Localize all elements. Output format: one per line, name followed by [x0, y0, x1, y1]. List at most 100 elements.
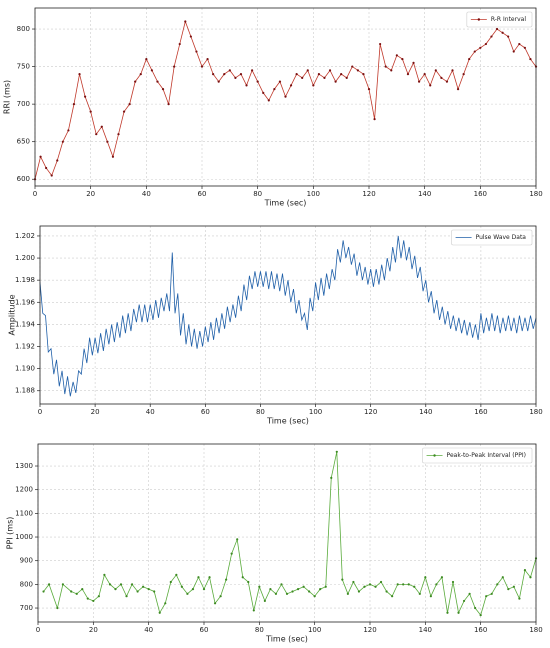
y-tick-label: 700 [17, 100, 30, 108]
data-point [323, 76, 326, 79]
x-axis-label: Time (sec) [266, 417, 309, 426]
legend-frame [422, 447, 533, 464]
x-tick-label: 160 [474, 190, 487, 198]
data-point [518, 42, 521, 46]
data-point [241, 576, 244, 579]
x-tick-label: 0 [36, 626, 40, 634]
data-point [446, 611, 449, 614]
plot-area [38, 444, 536, 622]
axes-frame [37, 443, 537, 623]
y-tick-label: 1.202 [15, 232, 35, 240]
x-tick-label: 180 [529, 408, 542, 416]
y-tick-label: 1.188 [15, 387, 35, 395]
x-axis-label: Time (sec) [265, 635, 308, 644]
axes-frame [39, 225, 537, 405]
data-point [490, 592, 493, 595]
data-point [402, 583, 405, 586]
data-point [89, 110, 92, 113]
data-point [145, 57, 148, 61]
data-point [128, 103, 131, 106]
legend-frame [451, 229, 533, 246]
data-point [178, 42, 181, 46]
data-point [234, 76, 237, 79]
data-point [50, 174, 53, 177]
data-point [208, 576, 211, 579]
data-point [213, 602, 217, 605]
y-tick-label: 1.192 [15, 343, 35, 351]
legend-label: R-R Interval [491, 16, 526, 23]
data-point [75, 592, 78, 595]
data-point [529, 576, 532, 579]
x-tick-label: 160 [474, 408, 487, 416]
x-tick-label: 120 [364, 408, 377, 416]
data-point [39, 155, 42, 158]
x-tick-label: 100 [308, 626, 321, 634]
x-tick-label: 20 [86, 190, 95, 198]
data-point [169, 580, 172, 584]
y-tick-label: 750 [17, 63, 30, 71]
data-point [103, 573, 106, 576]
data-point [484, 42, 487, 46]
data-point [202, 587, 206, 591]
data-point [67, 129, 70, 132]
data-point [167, 103, 170, 106]
data-point [468, 57, 471, 61]
data-point [228, 69, 231, 72]
data-point [236, 538, 239, 541]
x-tick-label: 80 [255, 626, 264, 634]
data-point [239, 72, 243, 76]
data-point [186, 592, 189, 595]
data-point [139, 72, 142, 76]
x-tick-label: 0 [38, 408, 42, 416]
data-point [267, 99, 270, 102]
data-point [384, 65, 387, 68]
subplot: 0 20 40 60 80 100 120 140 160 180 700 800 900 1000 110… [6, 443, 543, 644]
data-point [412, 61, 415, 64]
y-tick-label: 700 [20, 604, 33, 612]
y-tick-label: 900 [20, 557, 33, 565]
data-point [368, 583, 372, 586]
data-point [156, 80, 159, 83]
data-point [45, 166, 48, 170]
data-point [200, 65, 204, 68]
data-point [158, 611, 161, 614]
data-point [173, 65, 176, 68]
y-tick-label: 800 [17, 25, 30, 33]
x-tick-label: 80 [253, 190, 262, 198]
x-tick-label: 180 [529, 626, 542, 634]
x-tick-label: 180 [529, 190, 542, 198]
x-tick-label: 40 [142, 190, 151, 198]
data-point [385, 590, 388, 593]
data-point [357, 590, 361, 593]
data-point [334, 80, 337, 83]
data-point [407, 583, 410, 586]
data-point [245, 84, 248, 87]
data-point [95, 133, 98, 136]
data-point [278, 80, 282, 83]
legend-frame [466, 11, 533, 28]
data-point [258, 585, 261, 588]
y-tick-label: 1.198 [15, 276, 35, 284]
data-point [313, 595, 316, 598]
data-point [434, 69, 437, 72]
data-point [301, 76, 304, 79]
data-point [47, 583, 51, 586]
data-point [485, 595, 488, 598]
data-point [289, 84, 293, 87]
data-point [462, 72, 465, 76]
x-tick-label: 20 [91, 408, 100, 416]
data-point [363, 585, 366, 588]
data-point [273, 88, 276, 91]
data-point [111, 155, 115, 158]
subplot: 0 20 40 60 80 100 120 140 160 180 1.188 1.190 1.192 1… [8, 225, 543, 426]
y-tick-label: 1200 [15, 486, 33, 494]
data-point [373, 118, 376, 121]
y-tick-label: 1100 [15, 509, 33, 517]
data-point [379, 580, 383, 584]
data-point [512, 585, 515, 588]
data-point [274, 592, 278, 595]
y-tick-label: 600 [17, 175, 30, 183]
subplot: 0 20 40 60 80 100 120 140 160 180 600 650 700 750 800 T… [3, 7, 543, 208]
data-point [197, 576, 200, 579]
data-point [306, 69, 309, 72]
